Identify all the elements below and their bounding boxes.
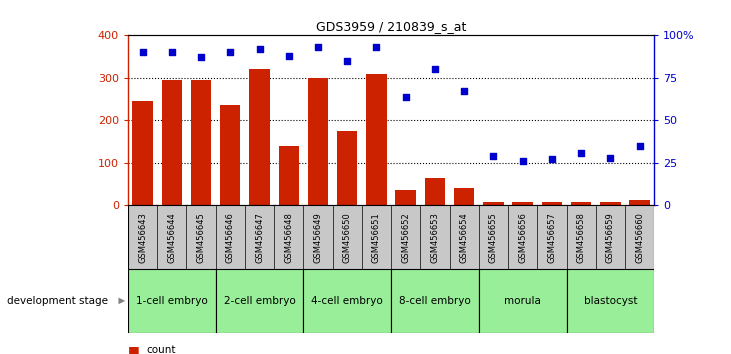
Text: GSM456659: GSM456659 [606, 212, 615, 263]
Bar [425, 178, 445, 205]
Point [371, 45, 382, 50]
Text: GSM456656: GSM456656 [518, 212, 527, 263]
Point [546, 156, 558, 162]
Text: GSM456650: GSM456650 [343, 212, 352, 263]
Text: GSM456643: GSM456643 [138, 212, 147, 263]
Text: GSM456649: GSM456649 [314, 212, 322, 263]
Bar [303, 269, 391, 333]
Text: GSM456651: GSM456651 [372, 212, 381, 263]
Bar [249, 69, 270, 205]
Bar [483, 202, 504, 205]
Text: GSM456648: GSM456648 [284, 212, 293, 263]
Text: morula: morula [504, 296, 541, 306]
Text: 2-cell embryo: 2-cell embryo [224, 296, 295, 306]
Text: count: count [146, 346, 175, 354]
Point [458, 88, 470, 94]
Bar [479, 269, 567, 333]
Bar [571, 202, 591, 205]
Bar [366, 74, 387, 205]
Title: GDS3959 / 210839_s_at: GDS3959 / 210839_s_at [316, 20, 466, 33]
Point [283, 53, 295, 59]
Bar [162, 80, 182, 205]
Text: GSM456654: GSM456654 [460, 212, 469, 263]
Bar [542, 202, 562, 205]
Bar [308, 78, 328, 205]
Text: ■: ■ [128, 344, 140, 354]
Point [517, 158, 529, 164]
Point [605, 155, 616, 161]
Bar [391, 269, 479, 333]
Bar [191, 80, 211, 205]
Text: 4-cell embryo: 4-cell embryo [311, 296, 383, 306]
Point [575, 150, 587, 155]
Text: GSM456658: GSM456658 [577, 212, 586, 263]
Bar [279, 146, 299, 205]
Bar [216, 269, 303, 333]
Point [224, 50, 236, 55]
Text: GSM456644: GSM456644 [167, 212, 176, 263]
Point [634, 143, 645, 149]
Point [166, 50, 178, 55]
Text: 1-cell embryo: 1-cell embryo [136, 296, 208, 306]
Point [341, 58, 353, 64]
Bar [512, 202, 533, 205]
Point [488, 153, 499, 159]
Bar [128, 269, 216, 333]
Point [312, 45, 324, 50]
Text: GSM456652: GSM456652 [401, 212, 410, 263]
Text: 8-cell embryo: 8-cell embryo [399, 296, 471, 306]
Bar [454, 188, 474, 205]
Text: GSM456660: GSM456660 [635, 212, 644, 263]
Text: GSM456655: GSM456655 [489, 212, 498, 263]
Bar [395, 190, 416, 205]
Bar [220, 105, 240, 205]
Point [195, 55, 207, 60]
Text: GSM456653: GSM456653 [431, 212, 439, 263]
Text: development stage: development stage [7, 296, 108, 306]
Bar [600, 202, 621, 205]
Bar [337, 131, 357, 205]
Text: GSM456646: GSM456646 [226, 212, 235, 263]
Bar [567, 269, 654, 333]
Text: GSM456647: GSM456647 [255, 212, 264, 263]
Point [137, 50, 148, 55]
Point [254, 46, 265, 52]
Bar [629, 200, 650, 205]
Point [400, 94, 412, 99]
Text: GSM456645: GSM456645 [197, 212, 205, 263]
Text: blastocyst: blastocyst [583, 296, 637, 306]
Point [429, 67, 441, 72]
Text: GSM456657: GSM456657 [548, 212, 556, 263]
Bar [132, 101, 153, 205]
